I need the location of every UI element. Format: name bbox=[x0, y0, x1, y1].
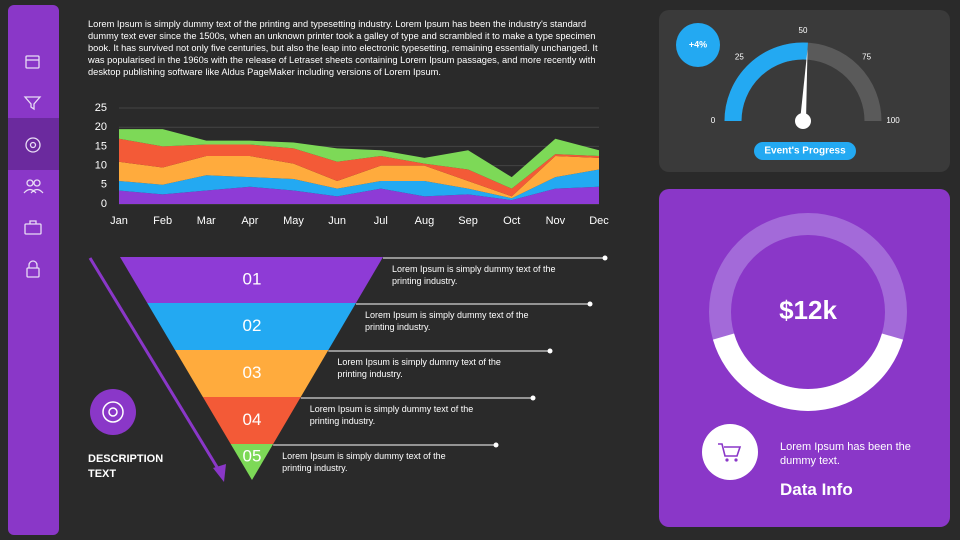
y-tick-label: 0 bbox=[101, 198, 107, 210]
leader-dot bbox=[530, 395, 536, 401]
funnel-text: Lorem Ipsum is simply dummy text of the … bbox=[282, 451, 446, 473]
donut-segment bbox=[712, 333, 904, 411]
leader-dot bbox=[587, 301, 593, 307]
funnel-step bbox=[202, 397, 301, 444]
funnel-step bbox=[147, 303, 356, 350]
y-tick-label: 25 bbox=[95, 102, 107, 114]
x-tick-label: Oct bbox=[503, 215, 520, 227]
gauge-needle bbox=[800, 49, 808, 121]
x-tick-label: Nov bbox=[546, 215, 566, 227]
y-tick-label: 20 bbox=[95, 121, 107, 133]
gauge-tick-label: 50 bbox=[799, 26, 808, 35]
area bbox=[119, 156, 599, 199]
x-tick-label: Sep bbox=[458, 215, 478, 227]
gauge-title: Event's Progress bbox=[764, 146, 846, 157]
x-tick-label: Feb bbox=[153, 215, 172, 227]
funnel-text: Lorem Ipsum is simply dummy text of the … bbox=[337, 357, 501, 379]
x-tick-label: Dec bbox=[589, 215, 609, 227]
paragraph: Lorem Ipsum is simply dummy text of the … bbox=[88, 19, 598, 77]
x-tick-label: Mar bbox=[197, 215, 216, 227]
data-info-text: Lorem Ipsum has been the dummy text. bbox=[780, 441, 911, 467]
x-tick-label: May bbox=[283, 215, 304, 227]
leader-dot bbox=[547, 348, 553, 354]
funnel-label: 01 bbox=[243, 269, 262, 288]
y-tick-label: 15 bbox=[95, 140, 107, 152]
gauge-tick-label: 100 bbox=[886, 116, 900, 125]
leader-dot bbox=[602, 255, 608, 261]
funnel-step bbox=[175, 350, 329, 397]
description: DESCRIPTION TEXT bbox=[88, 453, 164, 480]
gauge-tick-label: 0 bbox=[711, 116, 716, 125]
badge bbox=[676, 23, 720, 67]
gauge-tick-label: 75 bbox=[862, 52, 871, 61]
donut-center-label: $12k bbox=[779, 295, 837, 325]
funnel-text: Lorem Ipsum is simply dummy text of the … bbox=[309, 404, 474, 426]
funnel-step bbox=[230, 444, 274, 480]
funnel-text: Lorem Ipsum is simply dummy text of the … bbox=[392, 264, 556, 286]
area bbox=[119, 138, 599, 197]
funnel-label: 03 bbox=[243, 363, 262, 382]
funnel-label: 05 bbox=[243, 446, 262, 465]
x-tick-label: Aug bbox=[415, 215, 435, 227]
x-tick-label: Jul bbox=[374, 215, 388, 227]
funnel-label: 02 bbox=[243, 316, 262, 335]
area bbox=[119, 129, 599, 189]
needle-knob bbox=[795, 113, 811, 129]
sidebar bbox=[8, 5, 59, 535]
y-tick-label: 10 bbox=[95, 160, 107, 172]
area bbox=[119, 186, 599, 204]
leader-dot bbox=[493, 442, 499, 448]
x-tick-label: Apr bbox=[241, 215, 258, 227]
y-tick-label: 5 bbox=[101, 179, 107, 191]
x-tick-label: Jun bbox=[328, 215, 346, 227]
funnel-step bbox=[120, 257, 383, 303]
gauge-fill bbox=[724, 42, 808, 122]
funnel-label: 04 bbox=[243, 410, 262, 429]
funnel-text: Lorem Ipsum is simply dummy text of the … bbox=[364, 310, 529, 332]
data-info-title: Data Info bbox=[780, 480, 853, 499]
badge-label: +4% bbox=[689, 39, 707, 49]
gauge-tick-label: 25 bbox=[735, 52, 744, 61]
x-tick-label: Jan bbox=[110, 215, 128, 227]
title-pill bbox=[754, 142, 856, 160]
